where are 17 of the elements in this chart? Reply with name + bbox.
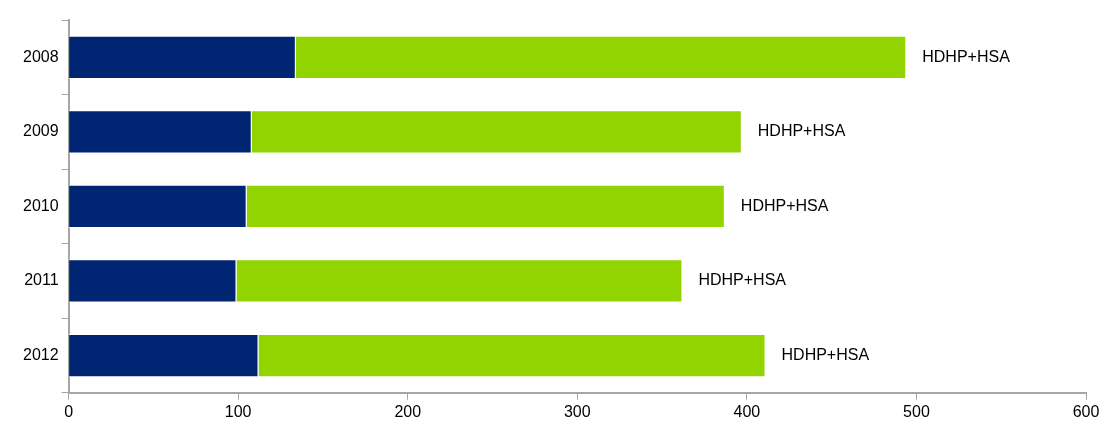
annotation: HDHP+HSA xyxy=(922,47,1011,65)
x-tick-label: 0 xyxy=(64,402,74,420)
annotation: HDHP+HSA xyxy=(757,122,846,140)
y-tick-label: 2008 xyxy=(23,47,59,65)
annotation: HDHP+HSA xyxy=(781,345,870,363)
x-tick-label: 300 xyxy=(563,402,591,420)
annotation: HDHP+HSA xyxy=(740,196,829,214)
y-tick-label: 2011 xyxy=(24,271,59,289)
annotation: HDHP+HSA xyxy=(698,271,787,289)
y-tick-label: 2012 xyxy=(23,345,59,363)
x-tick-label: 100 xyxy=(224,402,252,420)
x-tick-label: 200 xyxy=(394,402,422,420)
x-tick-label: 600 xyxy=(1072,402,1100,420)
y-tick-label: 2010 xyxy=(23,196,59,214)
y-tick-label: 2009 xyxy=(23,122,59,140)
x-tick-label: 500 xyxy=(903,402,930,420)
x-tick-label: 400 xyxy=(733,402,761,420)
